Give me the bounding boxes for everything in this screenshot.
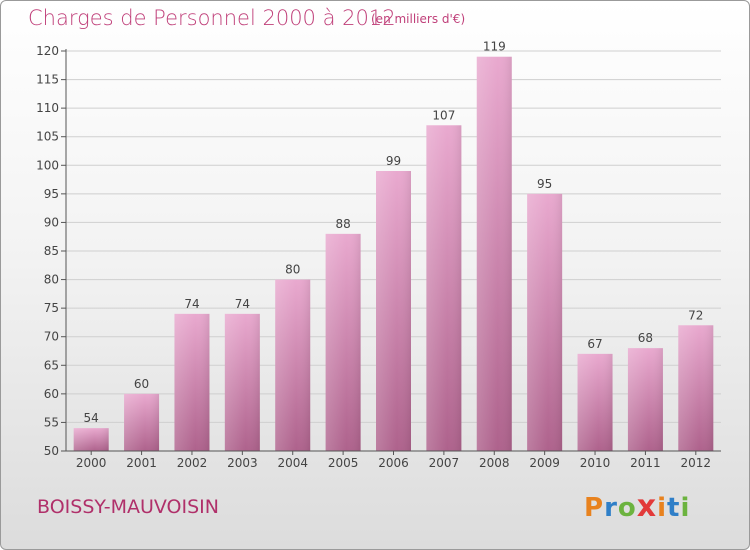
bar-shade-2001 — [124, 393, 160, 451]
y-tick-label: 50 — [44, 444, 59, 458]
bar-shade-2003 — [224, 313, 260, 451]
x-tick-label: 2012 — [681, 456, 712, 470]
bar-shade-2002 — [174, 313, 210, 451]
x-tick-label: 2007 — [429, 456, 460, 470]
y-tick-label: 80 — [44, 273, 59, 287]
x-tick-label: 2006 — [378, 456, 409, 470]
x-tick-label: 2003 — [227, 456, 258, 470]
y-tick-label: 60 — [44, 387, 59, 401]
y-tick-label: 120 — [36, 44, 59, 58]
y-tick-label: 65 — [44, 358, 59, 372]
bar-shade-2011 — [627, 348, 663, 451]
logo-letter: x — [636, 489, 658, 524]
bar-value-label: 74 — [235, 297, 250, 311]
logo-letter: P — [584, 493, 605, 523]
bar-value-label: 95 — [537, 177, 552, 191]
bar-shade-2005 — [325, 233, 361, 451]
bar-shade-2009 — [527, 193, 563, 451]
bar-value-label: 88 — [335, 217, 350, 231]
y-tick-label: 95 — [44, 187, 59, 201]
logo-letter: i — [657, 493, 668, 523]
bar-value-label: 72 — [688, 308, 703, 322]
bars-group: 54 60 74 74 80 88 99 107 119 95 67 68 72 — [73, 40, 714, 452]
x-tick-label: 2004 — [277, 456, 308, 470]
x-tick-label: 2010 — [580, 456, 611, 470]
bar-shade-2008 — [476, 56, 512, 451]
bar-value-label: 74 — [184, 297, 199, 311]
bar-value-label: 80 — [285, 263, 300, 277]
x-tick-label: 2005 — [328, 456, 359, 470]
logo-letter: i — [680, 493, 691, 523]
x-tick-label: 2002 — [177, 456, 208, 470]
bar-value-label: 119 — [483, 40, 506, 54]
y-axis: 50 55 60 65 70 75 80 85 90 95 100 105 110 115 120 — [36, 44, 67, 458]
x-tick-label: 2001 — [126, 456, 157, 470]
logo-letter: o — [617, 493, 637, 523]
logo-letter: t — [667, 493, 681, 523]
bar-shade-2010 — [577, 353, 613, 451]
y-tick-label: 85 — [44, 244, 59, 258]
x-tick-label: 2009 — [529, 456, 560, 470]
proxiti-logo[interactable]: Proxiti — [584, 489, 690, 524]
bar-value-label: 67 — [587, 337, 602, 351]
y-tick-label: 110 — [36, 101, 59, 115]
logo-letter: r — [604, 493, 618, 523]
y-tick-label: 70 — [44, 330, 59, 344]
x-tick-label: 2000 — [76, 456, 107, 470]
bar-value-label: 99 — [386, 154, 401, 168]
bar-shade-2006 — [376, 171, 411, 451]
bar-value-label: 68 — [638, 331, 653, 345]
y-tick-label: 75 — [44, 301, 59, 315]
y-tick-label: 100 — [36, 158, 59, 172]
y-tick-label: 115 — [36, 73, 59, 87]
chart-title: Charges de Personnel 2000 à 2012 — [28, 6, 396, 30]
x-axis: 2000 2001 2002 2003 2004 2005 2006 2007 2008 2009… — [66, 450, 721, 470]
bar-value-label: 60 — [134, 377, 149, 391]
bar-shade-2004 — [275, 279, 311, 451]
bar-shade-2012 — [678, 325, 714, 451]
town-name: BOISSY-MAUVOISIN — [37, 496, 219, 518]
y-tick-label: 55 — [44, 415, 59, 429]
y-tick-label: 105 — [36, 130, 59, 144]
bar-value-label: 107 — [432, 108, 455, 122]
bar-value-label: 54 — [84, 411, 99, 425]
x-tick-label: 2011 — [630, 456, 661, 470]
chart-subtitle: (en milliers d'€) — [371, 12, 466, 26]
bar-shade-2007 — [426, 125, 462, 452]
y-tick-label: 90 — [44, 215, 59, 229]
bar-shade-2000 — [73, 428, 109, 451]
x-tick-label: 2008 — [479, 456, 510, 470]
